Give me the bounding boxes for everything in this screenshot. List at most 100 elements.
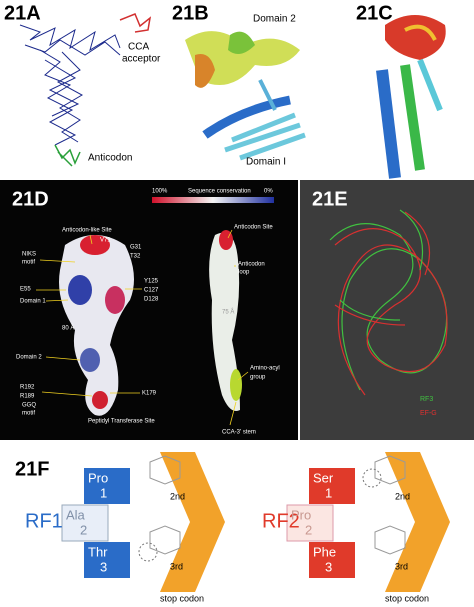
residue: Pro <box>88 470 108 485</box>
factor-name: RF2 <box>262 510 300 532</box>
conservation-scale <box>152 197 274 203</box>
shape <box>68 275 92 305</box>
annotation: Anticodon-like Site <box>62 228 112 234</box>
shape <box>209 232 240 411</box>
panel-label: 21D <box>12 188 49 210</box>
residue-number: 1 <box>325 485 332 500</box>
shape <box>362 468 382 488</box>
shape <box>54 144 81 167</box>
residue: Phe <box>313 544 336 559</box>
annotation: 75 Å <box>222 309 234 316</box>
annotation: Anticodon <box>88 153 132 164</box>
shape <box>329 223 448 391</box>
annotation: Domain 1 <box>20 299 46 305</box>
codon-position: 3rd <box>170 561 183 571</box>
shape <box>339 209 424 321</box>
shape <box>258 79 277 111</box>
factor-name: RF1 <box>25 510 63 532</box>
panel-label: 21B <box>172 2 209 24</box>
annotation: motif <box>22 411 35 417</box>
annotation: GGQ <box>22 403 36 409</box>
panel-label: 21A <box>4 2 41 24</box>
annotation: K179 <box>142 391 157 397</box>
annotation: 80 Å <box>62 325 74 332</box>
shape <box>237 371 249 381</box>
surface-model <box>59 230 242 416</box>
shape <box>39 49 84 146</box>
panel-label: 21C <box>356 2 393 24</box>
annotation: E55 <box>20 287 31 293</box>
annotation: loop <box>238 270 250 276</box>
residue-number: 1 <box>100 485 107 500</box>
shape <box>138 542 158 562</box>
annotation: acceptor <box>122 54 161 65</box>
codon-position: 3rd <box>395 561 408 571</box>
legend-entry: EF-G <box>420 410 437 417</box>
annotation: Domain 2 <box>16 355 42 361</box>
annotation: motif <box>22 260 35 266</box>
annotation: G31 <box>130 245 142 251</box>
annotation: Anticodon Site <box>234 225 273 231</box>
shape <box>80 235 110 255</box>
shape <box>105 286 125 314</box>
shape <box>61 504 109 542</box>
shape <box>227 229 233 239</box>
shape <box>224 112 306 161</box>
annotation: Amino-acyl <box>250 366 280 372</box>
shape <box>19 24 121 56</box>
shape <box>45 356 81 361</box>
shape <box>374 455 406 485</box>
shape <box>202 95 291 139</box>
shape <box>228 31 255 54</box>
panel-label: 21F <box>15 458 49 480</box>
ribbon-structure <box>376 15 446 179</box>
annotation: Y125 <box>144 279 159 285</box>
codon-position: 2nd <box>395 491 410 501</box>
shape <box>334 211 431 326</box>
residue: Ser <box>313 470 334 485</box>
annotation: Domain I <box>246 157 286 168</box>
annotation: D128 <box>144 297 159 303</box>
shape <box>92 391 108 409</box>
shape <box>80 348 100 372</box>
shape <box>286 504 334 542</box>
shape <box>84 542 130 578</box>
shape <box>45 299 69 302</box>
shape <box>385 15 446 60</box>
shape <box>376 69 401 179</box>
shape <box>374 525 406 555</box>
annotation: C127 <box>144 288 159 294</box>
shape <box>400 64 425 171</box>
shape <box>404 24 437 41</box>
shape <box>309 542 355 578</box>
scale-label: 100% <box>152 189 168 195</box>
residue-number: 3 <box>325 559 332 574</box>
residue: Thr <box>88 544 108 559</box>
residue-number: 2 <box>305 522 312 537</box>
shape <box>417 58 443 112</box>
shape <box>84 468 130 504</box>
shape <box>309 468 355 504</box>
annotation: NIKS <box>22 252 36 258</box>
annotation: Domain 2 <box>253 14 296 25</box>
shape <box>119 13 152 33</box>
caption: stop codon <box>385 593 429 603</box>
legend-entry: RF3 <box>420 396 433 403</box>
shape <box>149 525 181 555</box>
annotation: V71 <box>100 238 111 244</box>
codon-position: 2nd <box>170 491 185 501</box>
annotation: CCA <box>128 42 149 53</box>
shape <box>230 369 242 401</box>
shape <box>300 180 474 440</box>
annotation: group <box>250 375 266 381</box>
annotation: T32 <box>130 254 141 260</box>
residue: Ala <box>66 507 86 522</box>
panel-label: 21E <box>312 188 348 210</box>
rf2-diagram <box>286 452 450 592</box>
residue-number: 3 <box>100 559 107 574</box>
shape <box>160 452 225 592</box>
annotation: CCA-3' stem <box>222 430 256 436</box>
shape <box>89 234 93 245</box>
rf1-diagram <box>61 452 225 592</box>
